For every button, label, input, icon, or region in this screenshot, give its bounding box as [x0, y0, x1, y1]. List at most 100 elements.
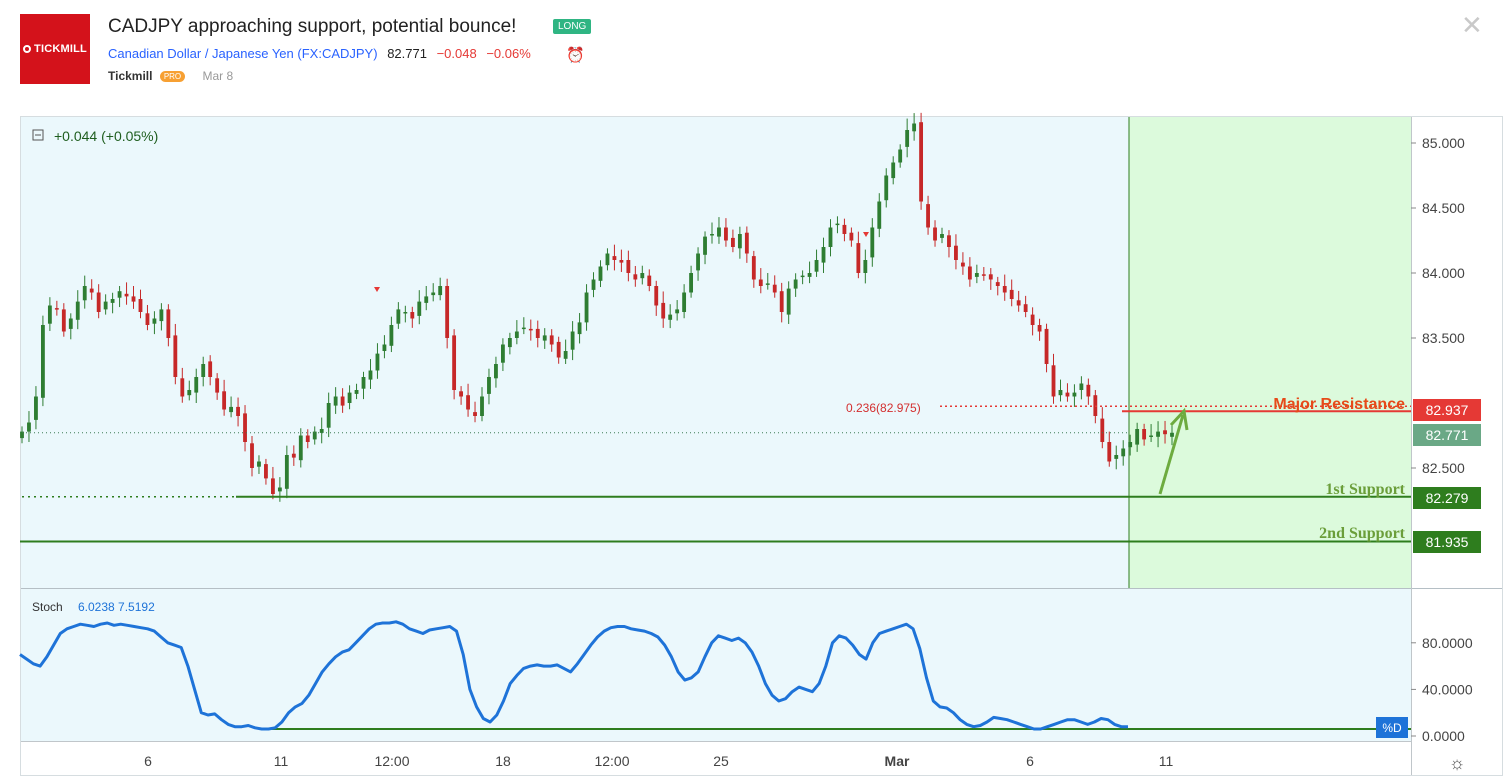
- author-name[interactable]: Tickmill: [108, 69, 153, 83]
- candle-body: [1030, 314, 1035, 325]
- candle-body: [159, 309, 164, 322]
- gear-icon[interactable]: ☼: [1449, 753, 1466, 773]
- candle-body: [1135, 429, 1140, 445]
- candle-body: [549, 335, 554, 345]
- candle-body: [340, 396, 345, 406]
- resistance-price-text: 82.937: [1426, 402, 1469, 418]
- candle-body: [919, 122, 924, 202]
- time-tick-label: 11: [1159, 753, 1174, 769]
- candle-body: [298, 435, 303, 461]
- fib-label: 0.236(82.975): [846, 401, 921, 415]
- candle-body: [730, 237, 735, 247]
- candle-body: [473, 412, 477, 416]
- candle-body: [138, 299, 143, 312]
- candle-body: [863, 260, 868, 273]
- candle-body: [424, 296, 429, 303]
- candle-body: [173, 335, 178, 377]
- last-price-text: 82.771: [1426, 427, 1469, 443]
- candle-body: [654, 286, 659, 306]
- candle-body: [201, 364, 206, 377]
- stoch-tick-label: 0.0000: [1422, 728, 1465, 744]
- candle-body: [1065, 392, 1070, 397]
- last-price-tag: [1413, 424, 1481, 446]
- candle-body: [34, 396, 38, 420]
- candle-body: [821, 247, 826, 263]
- candle-body: [208, 361, 213, 377]
- price-tick-label: 83.500: [1422, 330, 1465, 346]
- candle-body: [940, 234, 944, 238]
- candle-body: [793, 279, 798, 289]
- candle-body: [758, 279, 763, 286]
- price-tick-label: 84.000: [1422, 265, 1465, 281]
- candle-body: [361, 377, 366, 389]
- candle-body: [647, 275, 652, 286]
- symbol-link[interactable]: (FX:CADJPY): [297, 46, 378, 61]
- stoch-group: [19, 620, 1411, 731]
- candle-body: [270, 478, 275, 494]
- instrument-link[interactable]: Canadian Dollar / Japanese Yen: [108, 46, 294, 61]
- tickmill-logo: TICKMILL: [20, 14, 90, 84]
- candle-body: [877, 201, 882, 229]
- second-support-price-text: 81.935: [1426, 534, 1469, 550]
- candle-body: [47, 305, 52, 324]
- candle-body: [870, 227, 875, 258]
- first-support-price-tag: [1413, 487, 1481, 509]
- close-icon[interactable]: ✕: [1461, 10, 1483, 40]
- time-tick-label: 18: [495, 753, 511, 769]
- candle-body: [319, 429, 324, 433]
- stoch-tick-label: 40.0000: [1422, 681, 1473, 697]
- time-tick-label: 6: [1026, 753, 1034, 769]
- candle-body: [842, 224, 847, 234]
- bounce-arrow-shaft: [1158, 414, 1185, 495]
- candle-body: [152, 318, 157, 324]
- axes-group: 85.000 84.500 84.000 83.500 82.500 80.0000 40.…: [144, 135, 1473, 769]
- candle-body: [382, 344, 387, 351]
- current-price: 82.771: [387, 46, 427, 61]
- candle-body: [724, 227, 728, 241]
- candle-body: [535, 328, 540, 338]
- collapse-icon[interactable]: [32, 129, 44, 141]
- candle-body: [591, 279, 596, 290]
- second-support-label: 2nd Support: [1319, 525, 1405, 542]
- candle-body: [849, 232, 854, 241]
- candle-body: [431, 292, 436, 296]
- candle-body: [243, 413, 247, 442]
- candle-body: [1163, 430, 1167, 435]
- candle-body: [1072, 392, 1077, 397]
- candle-body: [305, 435, 310, 442]
- candle-body: [291, 453, 296, 458]
- candle-body: [717, 227, 721, 237]
- candle-body: [751, 256, 756, 280]
- candle-body: [480, 396, 484, 416]
- candle-body: [1079, 383, 1084, 390]
- candle-body: [312, 431, 317, 440]
- candle-body: [82, 286, 87, 301]
- candle-body: [326, 403, 331, 428]
- candle-body: [947, 235, 951, 247]
- candle-body: [891, 162, 896, 179]
- candle-body: [905, 130, 910, 147]
- symbol-line: Canadian Dollar / Japanese Yen (FX:CADJP…: [108, 46, 531, 61]
- candle-body: [166, 309, 171, 338]
- candle-body: [619, 260, 624, 263]
- candle-body: [521, 327, 526, 330]
- candle-body: [995, 282, 1000, 286]
- candle-body: [284, 455, 289, 489]
- candle-body: [347, 392, 352, 403]
- candles-group: [20, 112, 1174, 502]
- publish-date: Mar 8: [202, 69, 234, 83]
- candle-body: [814, 260, 819, 272]
- candle-body: [828, 227, 833, 247]
- candle-body: [494, 364, 498, 379]
- candle-body: [772, 284, 777, 293]
- candle-body: [556, 341, 561, 358]
- candle-body: [765, 283, 770, 285]
- candle-body: [222, 391, 227, 410]
- candle-body: [926, 204, 930, 228]
- candle-body: [1156, 431, 1160, 437]
- candle-body: [103, 301, 108, 310]
- candle-body: [145, 313, 150, 325]
- alarm-clock-icon[interactable]: ⏰: [566, 47, 585, 64]
- candle-body: [1016, 300, 1021, 306]
